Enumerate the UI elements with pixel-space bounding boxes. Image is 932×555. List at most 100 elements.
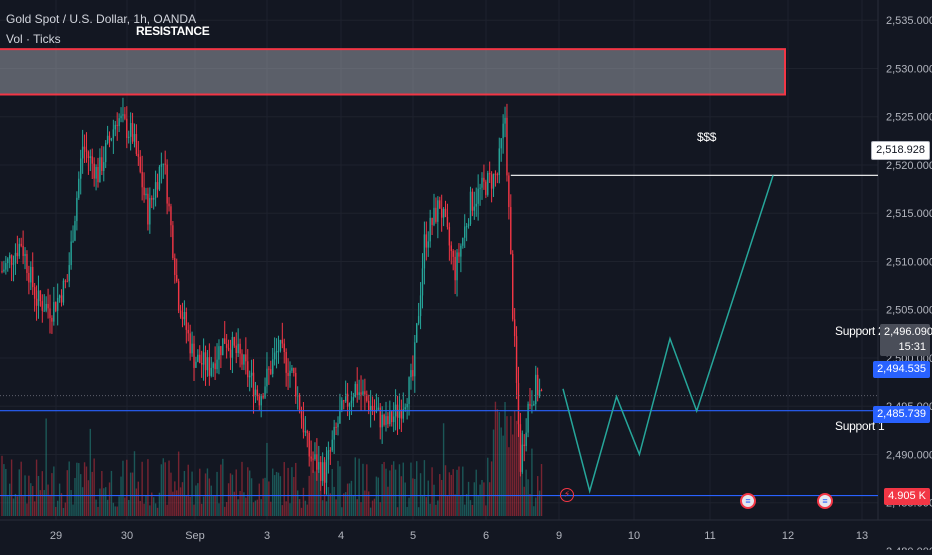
volume-bar: [166, 504, 168, 516]
candle-body: [517, 383, 520, 425]
candle-body: [128, 136, 130, 138]
candle-body: [471, 191, 474, 211]
volume-bar: [152, 497, 155, 516]
volume-bar: [318, 470, 320, 516]
volume-bar: [99, 488, 101, 516]
candle-body: [212, 363, 214, 368]
candle-body: [170, 206, 172, 226]
projection-path: [562, 175, 774, 494]
candle-body: [143, 187, 145, 196]
candle-body: [8, 255, 11, 259]
candle-body: [402, 409, 404, 419]
candle-body: [7, 258, 9, 264]
candle-body: [10, 255, 13, 265]
candle-body: [529, 403, 531, 406]
candle-body: [24, 254, 26, 256]
volume-bar: [325, 501, 328, 516]
candle-body: [492, 173, 495, 189]
volume-bar: [160, 464, 163, 516]
candle-body: [535, 374, 537, 405]
candle-body: [247, 361, 249, 378]
candle-body: [483, 177, 485, 182]
candle-body: [74, 221, 76, 241]
candle-body: [206, 357, 209, 371]
volume-bar: [147, 459, 149, 516]
x-tick-label: 11: [704, 530, 715, 542]
lightning-icon[interactable]: ⚡: [560, 488, 574, 502]
candle-body: [118, 118, 120, 127]
candle-body: [235, 345, 237, 353]
candle-body: [362, 391, 364, 395]
volume-bar: [197, 483, 199, 516]
volume-bar: [487, 457, 489, 516]
candle-body: [371, 405, 374, 411]
candle-body: [304, 431, 307, 433]
volume-bar: [139, 500, 141, 516]
volume-bar: [425, 497, 428, 516]
candle-body: [5, 263, 7, 270]
volume-bar: [488, 482, 491, 516]
volume-bar: [237, 499, 239, 516]
us-flag-event-icon[interactable]: ≡: [740, 493, 756, 509]
volume-bar: [233, 491, 236, 516]
volume-bar: [350, 480, 353, 516]
candle-body: [469, 191, 472, 225]
candle-body: [538, 390, 541, 397]
candle-body: [533, 404, 535, 406]
volume-bar: [193, 504, 195, 516]
candle-body: [329, 450, 332, 452]
candle-body: [26, 254, 28, 273]
volume-bar: [379, 502, 381, 516]
volume-bar: [506, 416, 508, 516]
candle-body: [496, 174, 499, 176]
volume-bar: [229, 473, 232, 516]
candle-body: [152, 197, 155, 200]
candle-body: [473, 206, 476, 211]
volume-bar: [508, 447, 510, 516]
volume-bar: [433, 484, 435, 516]
volume-bar: [490, 461, 493, 516]
candle-body: [49, 308, 51, 318]
volume-bar: [481, 480, 483, 516]
volume-bar: [285, 501, 287, 516]
volume-bar: [241, 461, 243, 516]
volume-bar: [164, 462, 166, 516]
candle-body: [475, 203, 477, 207]
volume-bar: [323, 472, 326, 516]
candle-body: [174, 257, 176, 275]
candle-body: [3, 269, 5, 272]
candle-body: [310, 456, 312, 459]
candle-body: [258, 396, 260, 406]
candle-body: [444, 208, 447, 217]
candle-body: [225, 343, 228, 348]
candle-body: [72, 240, 74, 242]
candle-body: [408, 377, 410, 404]
volume-bar: [8, 483, 11, 516]
y-tick-label: 2,525.000: [886, 112, 932, 124]
candle-body: [465, 226, 468, 228]
volume-bar: [55, 506, 57, 516]
us-flag-event-icon[interactable]: ≡: [817, 493, 833, 509]
volume-bar: [122, 460, 124, 516]
candle-body: [78, 178, 80, 198]
volume-bar: [529, 493, 531, 516]
volume-bar: [32, 486, 34, 516]
y-tick-label: 2,505.000: [886, 305, 932, 317]
volume-bar: [427, 480, 429, 516]
candle-body: [129, 123, 132, 137]
volume-bar: [337, 460, 339, 516]
volume-bar: [375, 476, 378, 516]
candle-body: [429, 217, 431, 242]
candle-body: [85, 149, 88, 152]
candle-body: [30, 266, 32, 283]
candle-body: [131, 123, 134, 142]
support1-label: Support 1: [835, 419, 885, 433]
x-tick-label: Sep: [185, 530, 205, 542]
volume-bar: [41, 471, 44, 516]
volume-bar: [195, 485, 197, 516]
candle-body: [183, 311, 186, 320]
volume-bar: [76, 462, 78, 516]
volume-bar: [191, 471, 193, 516]
